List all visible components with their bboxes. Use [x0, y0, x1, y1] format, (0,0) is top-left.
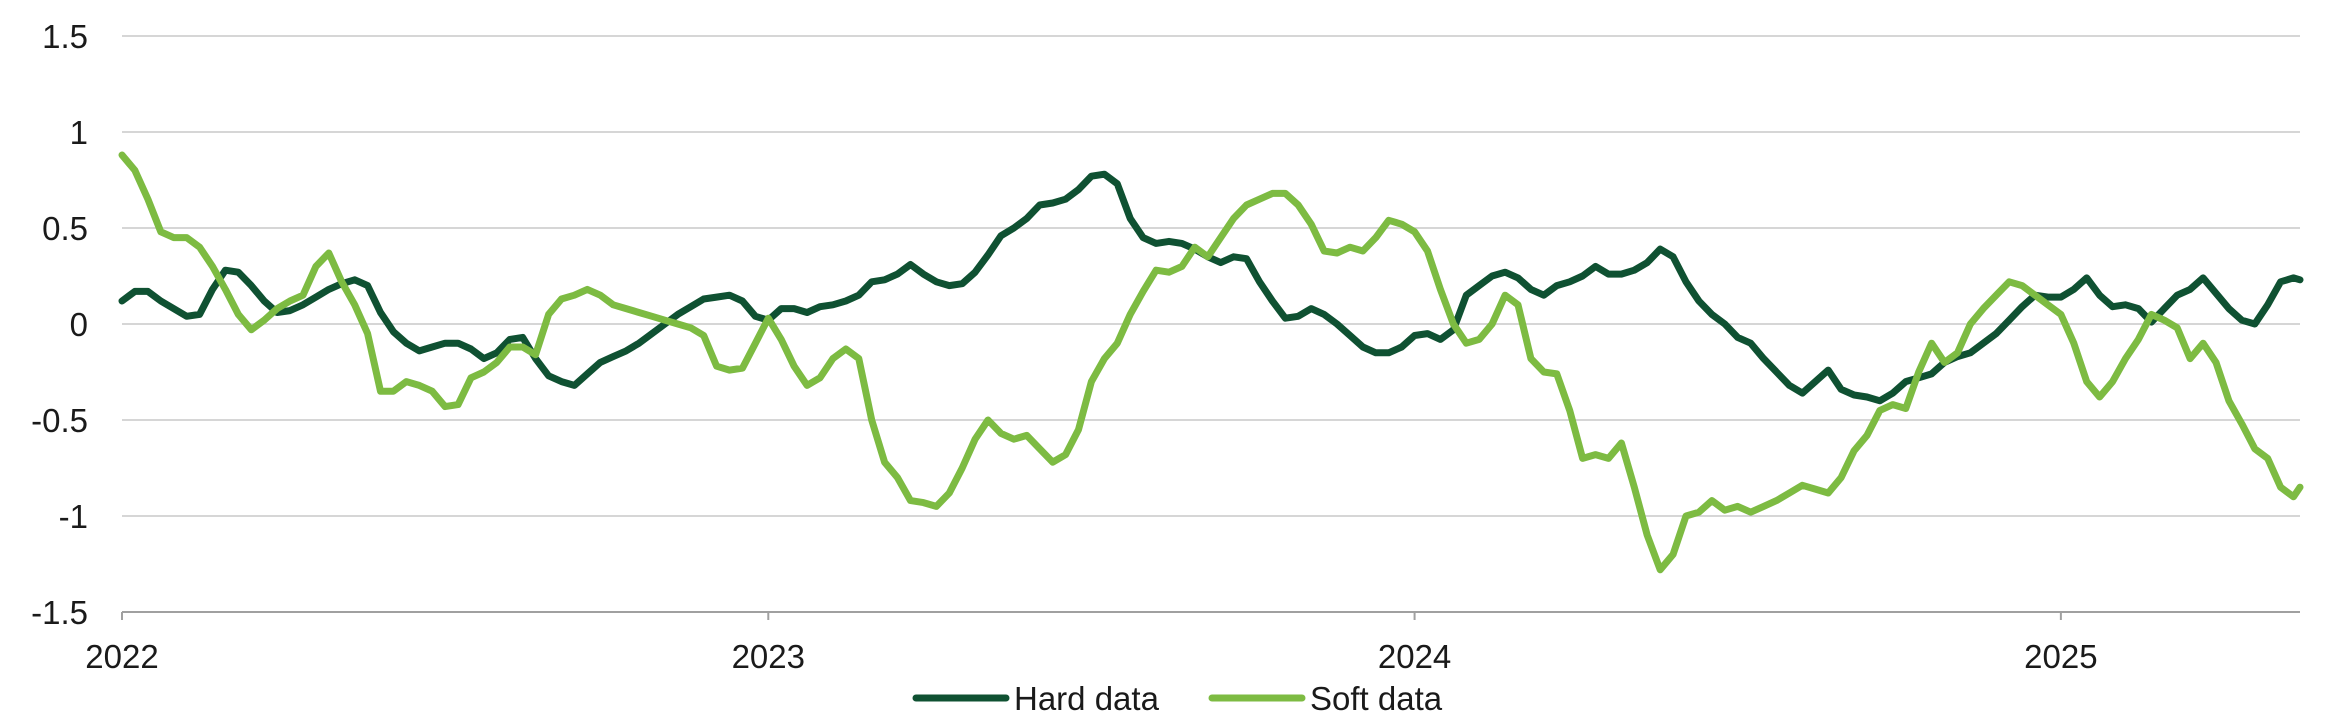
x-tick-label: 2024: [1378, 638, 1451, 675]
x-tick-label: 2023: [732, 638, 805, 675]
y-tick-label: 1: [70, 114, 88, 151]
y-axis-ticks: 1.5 1 0.5 0 -0.5 -1 -1.5: [31, 18, 88, 631]
y-tick-label: -0.5: [31, 402, 88, 439]
legend-label-hard-data: Hard data: [1014, 680, 1160, 717]
x-axis-ticks: 2022 2023 2024 2025: [85, 612, 2098, 675]
y-tick-label: 0.5: [42, 210, 88, 247]
gridlines: [122, 35, 2300, 613]
y-tick-label: 0: [70, 306, 88, 343]
series-lines: [118, 151, 2304, 574]
series-line-hard-data: [118, 170, 2304, 405]
x-tick-label: 2025: [2024, 638, 2097, 675]
y-tick-label: -1: [59, 498, 88, 535]
x-tick-label: 2022: [85, 638, 158, 675]
legend-label-soft-data: Soft data: [1310, 680, 1443, 717]
legend: Hard data Soft data: [912, 680, 1443, 717]
y-tick-label: 1.5: [42, 18, 88, 55]
y-tick-label: -1.5: [31, 594, 88, 631]
series-line-soft-data: [118, 151, 2304, 574]
